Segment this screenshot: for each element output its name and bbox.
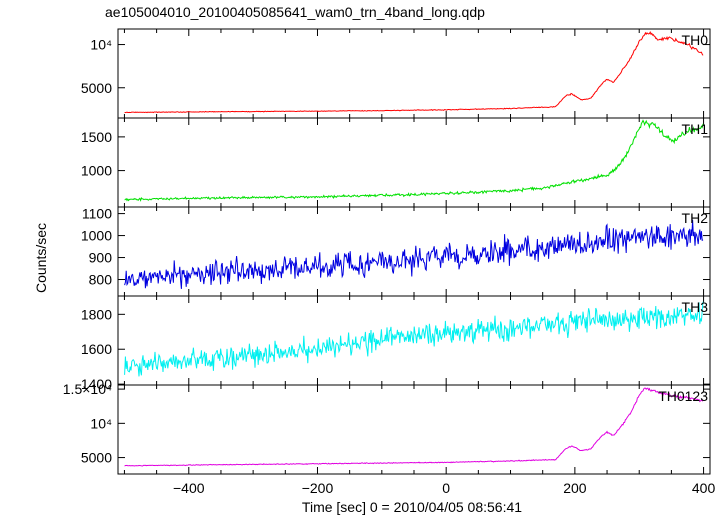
y-tick-label: 900 bbox=[89, 250, 113, 266]
y-tick-label: 1100 bbox=[82, 206, 112, 222]
x-tick-label: 400 bbox=[692, 480, 716, 496]
panel-frame bbox=[117, 384, 711, 475]
series-line-th2 bbox=[124, 219, 704, 289]
series-label: TH0123 bbox=[658, 388, 708, 404]
series-line-th0123 bbox=[124, 387, 704, 467]
y-tick-label: 1000 bbox=[81, 163, 112, 179]
chart-panels: 5000 10⁴ TH0 1000 1500 TH1 800 900 1000 1100 TH2 14… bbox=[63, 28, 711, 475]
y-tick-label: 5000 bbox=[81, 450, 112, 466]
series-line-th1 bbox=[124, 119, 704, 202]
y-tick-label: 1600 bbox=[81, 341, 112, 357]
panel-th0: 5000 10⁴ TH0 bbox=[81, 28, 711, 119]
x-tick-label: 0 bbox=[442, 480, 450, 496]
panel-th0123: 5000 10⁴ 1.5×10⁴ TH0123 bbox=[63, 381, 711, 475]
y-tick-label: 1500 bbox=[81, 129, 112, 145]
series-line-th3 bbox=[124, 301, 704, 377]
y-tick-label: 10⁴ bbox=[90, 37, 112, 53]
x-tick-label: −400 bbox=[173, 480, 205, 496]
series-label: TH3 bbox=[682, 299, 709, 315]
panel-th1: 1000 1500 TH1 bbox=[81, 117, 711, 208]
panel-th2: 800 900 1000 1100 TH2 bbox=[81, 206, 711, 297]
y-axis-label: Counts/sec bbox=[33, 223, 49, 293]
series-line-th0 bbox=[124, 31, 704, 114]
chart-title: ae105004010_20100405085641_wam0_trn_4ban… bbox=[105, 4, 485, 20]
panel-frame bbox=[117, 28, 711, 119]
panel-frame bbox=[117, 206, 711, 297]
x-tick-label: −200 bbox=[302, 480, 334, 496]
series-label: TH0 bbox=[682, 32, 709, 48]
x-axis: −400 −200 0 200 400 bbox=[173, 480, 715, 496]
y-tick-label: 10⁴ bbox=[90, 415, 112, 431]
y-tick-label: 1800 bbox=[81, 306, 112, 322]
y-tick-label: 1400 bbox=[81, 376, 112, 392]
panel-th3: 1400 1600 1800 TH3 bbox=[81, 295, 711, 392]
series-label: TH1 bbox=[682, 121, 709, 137]
y-tick-label: 1000 bbox=[81, 228, 112, 244]
x-axis-label: Time [sec] 0 = 2010/04/05 08:56:41 bbox=[302, 499, 522, 515]
series-label: TH2 bbox=[682, 210, 709, 226]
x-tick-label: 200 bbox=[563, 480, 587, 496]
y-tick-label: 800 bbox=[89, 272, 113, 288]
y-tick-label: 1.5×10⁴ bbox=[63, 381, 112, 397]
y-tick-label: 5000 bbox=[81, 80, 112, 96]
